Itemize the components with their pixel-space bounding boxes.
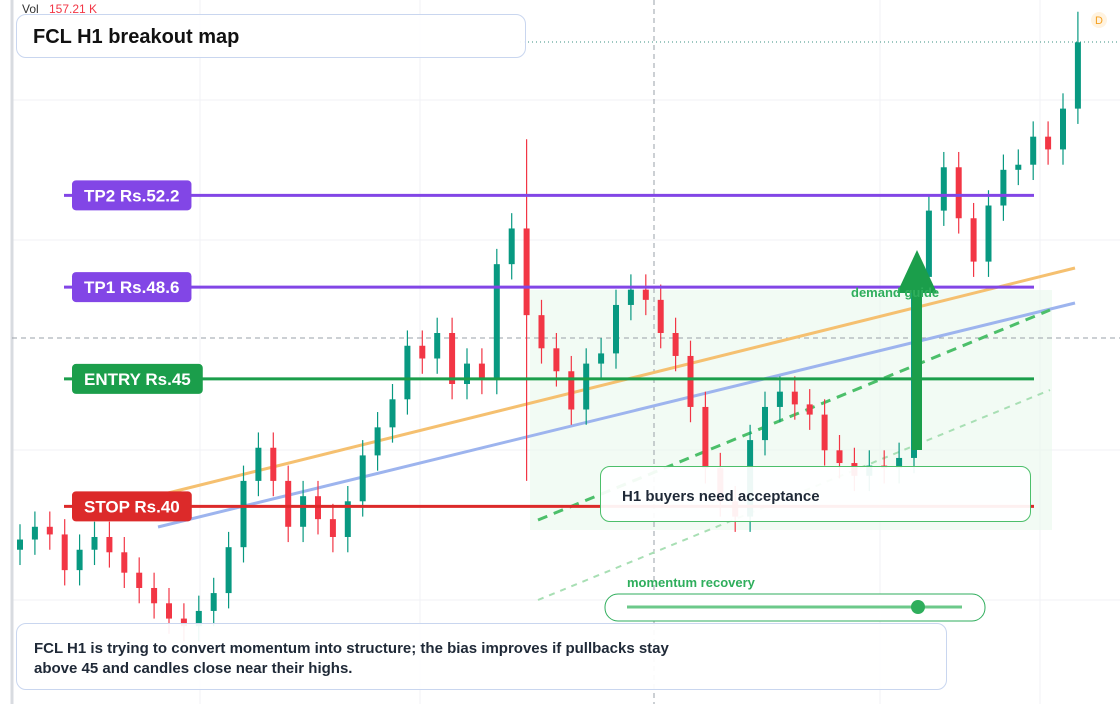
candle-body bbox=[419, 345, 426, 359]
candle-body bbox=[195, 610, 202, 627]
candle-body bbox=[538, 315, 545, 349]
candle-body bbox=[210, 593, 217, 611]
candle-body bbox=[762, 406, 768, 441]
candle-body bbox=[180, 618, 187, 627]
levels: TP2 Rs.52.2 TP1 Rs.48.6 ENTRY Rs.45 STOP Rs… bbox=[64, 180, 1034, 522]
level-label-bg bbox=[72, 272, 192, 303]
candle-body bbox=[702, 406, 709, 469]
candle-body bbox=[687, 355, 694, 407]
note: FCL H1 is trying to convert momentum int… bbox=[34, 640, 669, 677]
candle-body bbox=[583, 363, 590, 410]
candle-body bbox=[285, 480, 292, 527]
candle-body bbox=[1060, 108, 1066, 150]
candle-body bbox=[985, 205, 992, 262]
candle-body bbox=[151, 587, 158, 604]
volume-label: Vol bbox=[22, 2, 39, 16]
candle-body bbox=[389, 399, 396, 428]
candle-body bbox=[106, 536, 113, 553]
candle-body bbox=[434, 333, 441, 359]
candle-body bbox=[940, 167, 947, 211]
candle-body bbox=[91, 536, 98, 550]
candle-body bbox=[478, 363, 485, 379]
candle-body bbox=[225, 547, 232, 594]
candle-body bbox=[76, 549, 83, 571]
trend-line bbox=[157, 301, 1076, 529]
candle-body bbox=[17, 539, 23, 550]
level-label: ENTRY Rs.45 bbox=[84, 370, 191, 389]
level-label: TP1 Rs.48.6 bbox=[84, 278, 179, 297]
candle-body bbox=[493, 264, 500, 379]
chart-title: FCL H1 breakout map bbox=[33, 26, 240, 48]
candle-body bbox=[598, 353, 605, 364]
momentum-label: momentum recovery bbox=[627, 575, 756, 590]
candle-body bbox=[821, 414, 828, 451]
candle-body bbox=[344, 501, 351, 537]
candle-body bbox=[1015, 164, 1022, 170]
candle-body bbox=[374, 427, 381, 456]
candle-body bbox=[553, 348, 560, 372]
candle-body bbox=[672, 333, 679, 356]
candle-body bbox=[613, 304, 619, 354]
level-label-bg bbox=[72, 491, 192, 522]
level-label: TP2 Rs.52.2 bbox=[84, 186, 179, 205]
candle-body bbox=[955, 167, 962, 219]
candle-body bbox=[404, 345, 411, 400]
candle-body bbox=[642, 289, 649, 300]
candle-body bbox=[627, 289, 634, 305]
candle-body bbox=[568, 371, 575, 410]
candle-body bbox=[359, 455, 366, 502]
candle-body bbox=[1074, 42, 1081, 109]
candle-body bbox=[776, 391, 783, 407]
candle-body bbox=[836, 450, 843, 464]
candle-body bbox=[806, 404, 813, 415]
badge: D bbox=[1095, 15, 1103, 27]
candle-body bbox=[136, 572, 143, 588]
candle-body bbox=[1030, 136, 1037, 165]
badge-bg bbox=[1091, 12, 1107, 28]
candle-body bbox=[240, 480, 247, 548]
candle-body bbox=[166, 603, 172, 619]
candle-body bbox=[1000, 169, 1007, 206]
candle-body bbox=[255, 447, 262, 481]
acceptance-label: H1 buyers need acceptance bbox=[622, 488, 820, 505]
demand-label: demand guide bbox=[851, 285, 939, 300]
candle-body bbox=[791, 391, 798, 405]
candle-body bbox=[61, 534, 68, 571]
candle-body bbox=[464, 363, 470, 384]
volume-value: 157.21 K bbox=[49, 2, 97, 16]
title-box: FCL H1 breakout map bbox=[16, 14, 526, 58]
candle-body bbox=[1045, 136, 1052, 150]
candle-body bbox=[31, 526, 38, 540]
candle-body bbox=[121, 552, 128, 573]
acceptance-box: H1 buyers need acceptance bbox=[600, 466, 1031, 522]
note-box: FCL H1 is trying to convert momentum int… bbox=[16, 623, 947, 690]
level-label-bg bbox=[72, 363, 203, 394]
candle-body bbox=[449, 333, 456, 384]
level-label: STOP Rs.40 bbox=[84, 497, 180, 516]
candle-body bbox=[925, 210, 932, 277]
candle-body bbox=[329, 519, 336, 537]
candle-body bbox=[508, 228, 515, 265]
candle-body bbox=[657, 299, 664, 334]
candle-body bbox=[970, 218, 977, 262]
trend-line bbox=[159, 266, 1076, 497]
demand-arrow bbox=[897, 250, 937, 450]
candle-body bbox=[523, 228, 530, 316]
candle-body bbox=[46, 526, 53, 535]
level-label-bg bbox=[72, 180, 192, 211]
candle-body bbox=[300, 496, 307, 527]
candle-body bbox=[896, 457, 903, 469]
momentum-knob bbox=[911, 600, 925, 614]
candle-body bbox=[270, 447, 277, 481]
